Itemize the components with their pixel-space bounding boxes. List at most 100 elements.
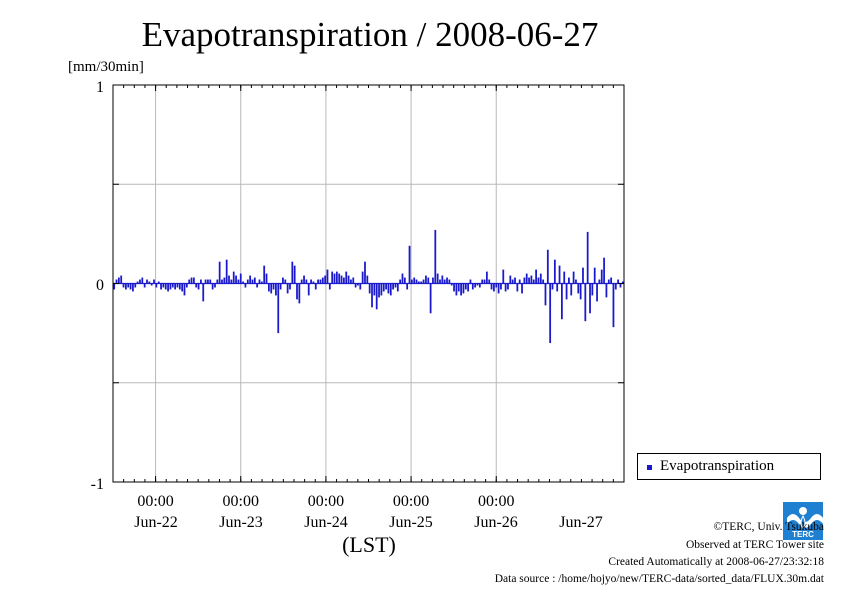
bar — [228, 275, 230, 284]
bar — [235, 275, 237, 284]
bar — [565, 283, 568, 300]
bar — [185, 283, 188, 288]
bar — [136, 281, 139, 284]
bar — [265, 273, 268, 284]
bar — [350, 279, 352, 284]
bar — [418, 281, 420, 284]
bar — [539, 273, 542, 284]
bar — [275, 283, 277, 296]
bar — [319, 279, 322, 284]
bar — [460, 283, 462, 296]
bar — [239, 273, 242, 284]
bar — [453, 283, 455, 292]
time-tick-label: 00:00 — [223, 493, 259, 510]
bar — [359, 283, 362, 290]
bar — [260, 281, 263, 284]
bar — [146, 279, 148, 284]
series-bars — [113, 229, 624, 344]
bar — [345, 271, 348, 284]
bar — [307, 283, 310, 296]
bar — [192, 277, 195, 284]
bar — [614, 283, 617, 290]
bar — [202, 283, 205, 302]
bar — [455, 283, 458, 296]
bar — [293, 265, 296, 284]
bar — [314, 283, 317, 290]
bar — [263, 265, 266, 284]
bar — [415, 279, 418, 284]
bar — [223, 277, 226, 284]
bar — [422, 279, 425, 284]
bar — [572, 271, 575, 284]
bar — [188, 279, 191, 284]
bar — [183, 283, 186, 296]
bar — [575, 279, 577, 284]
bar — [333, 273, 336, 284]
bar — [385, 283, 387, 290]
bar — [375, 283, 378, 310]
bar — [413, 277, 416, 284]
bar — [596, 283, 598, 302]
footer-copyright: ©TERC, Univ. Tsukuba — [713, 521, 824, 533]
bar — [167, 283, 169, 292]
bar — [556, 283, 559, 292]
time-tick-label: 00:00 — [478, 493, 514, 510]
bar — [127, 283, 130, 288]
bar — [225, 259, 228, 284]
bar — [204, 279, 207, 284]
bar — [607, 279, 610, 284]
bar — [420, 281, 423, 284]
x-tick-labels: 00:00 00:00 00:00 00:00 00:00 Jun-22 Jun-23 Jun… — [134, 493, 603, 531]
bar — [396, 283, 399, 292]
bar — [303, 275, 305, 284]
date-tick-label: Jun-25 — [389, 514, 433, 531]
axis-ticks — [112, 84, 624, 483]
bar — [436, 273, 439, 284]
bar — [373, 283, 376, 296]
bar — [485, 271, 488, 284]
footer-source: Data source : /home/hojyo/new/TERC-data/… — [494, 573, 824, 585]
bar — [584, 283, 587, 322]
bar — [478, 283, 481, 288]
bar — [331, 271, 334, 284]
bar — [432, 277, 434, 284]
bar — [232, 271, 235, 284]
legend-swatch — [647, 465, 652, 470]
bar — [120, 275, 123, 284]
bar — [366, 275, 369, 284]
bar — [150, 283, 153, 286]
bar — [619, 283, 622, 288]
bar — [464, 283, 467, 290]
bar — [169, 283, 172, 290]
bar — [488, 279, 491, 284]
bar — [211, 283, 214, 290]
bar — [190, 277, 193, 284]
bar — [446, 277, 448, 284]
bar — [347, 275, 350, 284]
bar — [195, 283, 198, 288]
bar — [317, 279, 319, 284]
bar — [448, 279, 451, 284]
bar — [514, 277, 516, 284]
bar — [560, 283, 563, 320]
bar — [450, 283, 453, 286]
bar — [155, 283, 158, 288]
bar — [434, 229, 437, 284]
bar — [429, 283, 432, 314]
date-tick-label: Jun-22 — [134, 514, 178, 531]
bar — [209, 279, 212, 284]
bar — [378, 283, 380, 298]
bar — [216, 279, 219, 284]
bar — [530, 275, 533, 284]
bar — [282, 277, 284, 284]
bar — [462, 283, 465, 294]
bar — [427, 277, 430, 284]
bar — [312, 281, 315, 284]
bar — [279, 283, 282, 290]
bar — [586, 231, 589, 284]
bar — [253, 277, 256, 284]
bar — [387, 283, 390, 294]
bar — [122, 283, 125, 288]
bar — [246, 279, 249, 284]
